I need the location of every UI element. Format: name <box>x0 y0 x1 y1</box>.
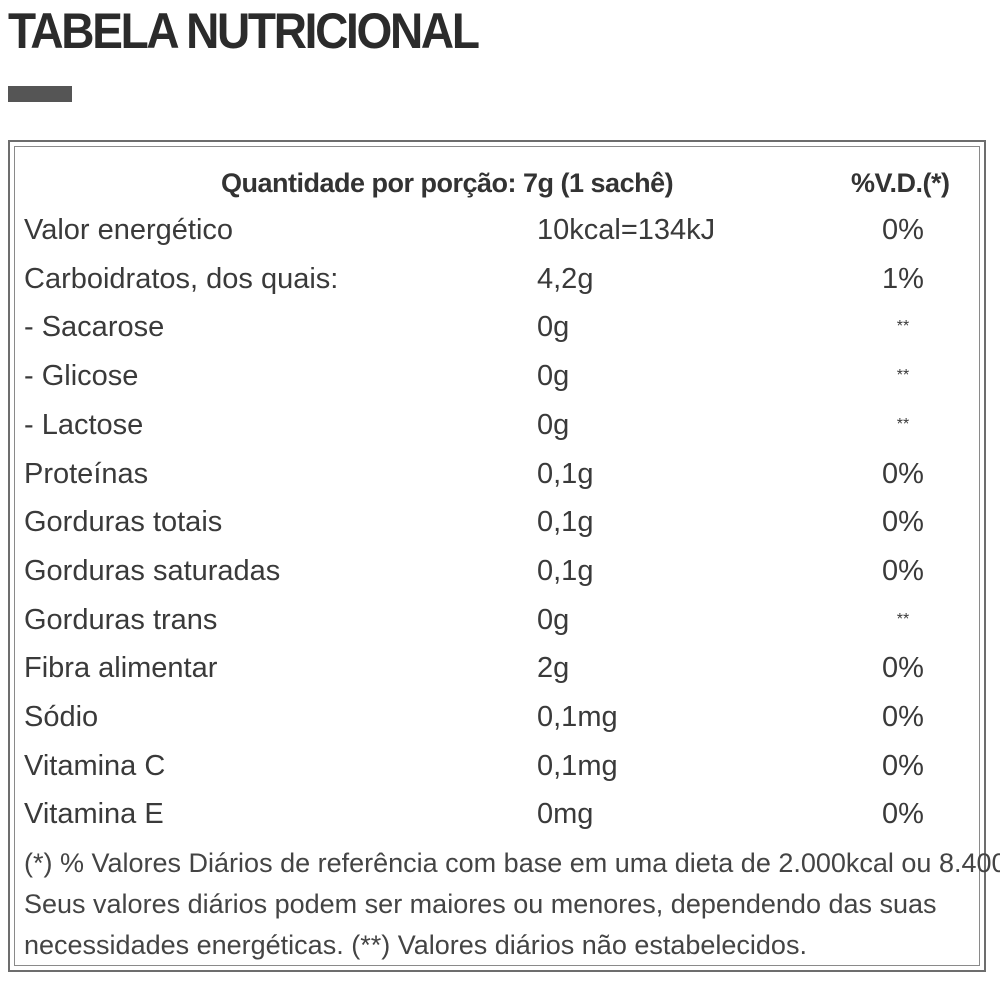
nutrient-daily-value: 0% <box>882 749 924 782</box>
nutrient-amount: 0,1g <box>537 506 594 539</box>
nutrient-amount: 0,1mg <box>537 749 618 782</box>
nutrient-name: Vitamina C <box>24 749 166 782</box>
table-row: Valor energético 10kcal=134kJ 0% <box>15 210 979 250</box>
nutrient-name: Valor energético <box>24 214 234 246</box>
nutrient-amount: 0g <box>537 360 570 393</box>
nutrient-daily-value: 0% <box>882 554 924 587</box>
daily-value-header: %V.D.(*) <box>851 168 950 198</box>
nutrient-amount: 0,1mg <box>537 701 618 733</box>
nutrient-name: Vitamina E <box>24 798 164 831</box>
nutrient-amount: 4,2g <box>537 262 594 295</box>
nutrient-amount: 2g <box>537 652 570 685</box>
table-row: - Glicose 0g ** <box>15 356 979 396</box>
nutrient-daily-value: 0% <box>882 506 924 539</box>
nutrient-amount: 0g <box>537 603 570 636</box>
nutrient-name: Proteínas <box>24 457 149 490</box>
nutrient-daily-value: 0% <box>882 701 924 733</box>
footnote: (*) % Valores Diários de referência com … <box>24 843 1000 966</box>
nutrient-name: Gorduras saturadas <box>24 554 281 587</box>
nutrient-name: Carboidratos, dos quais: <box>24 262 339 295</box>
footnote-line: necessidades energéticas. (**) Valores d… <box>24 930 807 960</box>
title-underline-bar <box>8 86 72 102</box>
nutrient-name: - Lactose <box>24 408 144 441</box>
nutrient-name: Fibra alimentar <box>24 652 218 685</box>
nutrient-daily-value: 0% <box>882 652 924 685</box>
table-row: Vitamina C 0,1mg 0% <box>15 746 979 786</box>
nutrient-daily-value: ** <box>896 415 910 433</box>
table-row: - Lactose 0g ** <box>15 405 979 445</box>
table-row: - Sacarose 0g ** <box>15 307 979 347</box>
table-row: Vitamina E 0mg 0% <box>15 794 979 834</box>
nutrition-table: Quantidade por porção: 7g (1 sachê) %V.D… <box>8 140 1000 972</box>
nutrient-amount: 10kcal=134kJ <box>537 214 716 246</box>
nutrient-daily-value: 1% <box>882 262 924 295</box>
table-row: Fibra alimentar 2g 0% <box>15 648 979 688</box>
footnote-line: (*) % Valores Diários de referência com … <box>24 848 1000 878</box>
nutrient-amount: 0,1g <box>537 457 594 490</box>
nutrient-amount: 0g <box>537 408 570 441</box>
nutrient-amount: 0g <box>537 311 570 344</box>
nutrient-daily-value: 0% <box>882 457 924 490</box>
page-title: TABELA NUTRICIONAL <box>8 3 480 59</box>
footnote-line: Seus valores diários podem ser maiores o… <box>24 889 937 919</box>
nutrient-name: - Glicose <box>24 360 139 393</box>
table-row: Proteínas 0,1g 0% <box>15 454 979 494</box>
nutrient-daily-value: ** <box>896 610 910 628</box>
table-row: Gorduras totais 0,1g 0% <box>15 502 979 542</box>
table-row: Sódio 0,1mg 0% <box>15 697 979 737</box>
nutrient-amount: 0,1g <box>537 554 594 587</box>
nutrient-amount: 0mg <box>537 798 594 831</box>
table-header-row: Quantidade por porção: 7g (1 sachê) %V.D… <box>15 163 979 203</box>
nutrient-name: Gorduras totais <box>24 506 223 539</box>
nutrition-table-inner: Quantidade por porção: 7g (1 sachê) %V.D… <box>14 146 1000 966</box>
table-row: Gorduras saturadas 0,1g 0% <box>15 551 979 591</box>
nutrient-name: Sódio <box>24 701 99 733</box>
nutrient-name: - Sacarose <box>24 311 165 344</box>
nutrient-daily-value: ** <box>896 367 910 385</box>
table-row: Carboidratos, dos quais: 4,2g 1% <box>15 259 979 299</box>
nutrient-daily-value: 0% <box>882 214 924 246</box>
nutrient-name: Gorduras trans <box>24 603 218 636</box>
table-row: Gorduras trans 0g ** <box>15 600 979 640</box>
nutrient-daily-value: 0% <box>882 798 924 831</box>
serving-size-header: Quantidade por porção: 7g (1 sachê) <box>221 168 674 198</box>
nutrient-daily-value: ** <box>896 318 910 336</box>
